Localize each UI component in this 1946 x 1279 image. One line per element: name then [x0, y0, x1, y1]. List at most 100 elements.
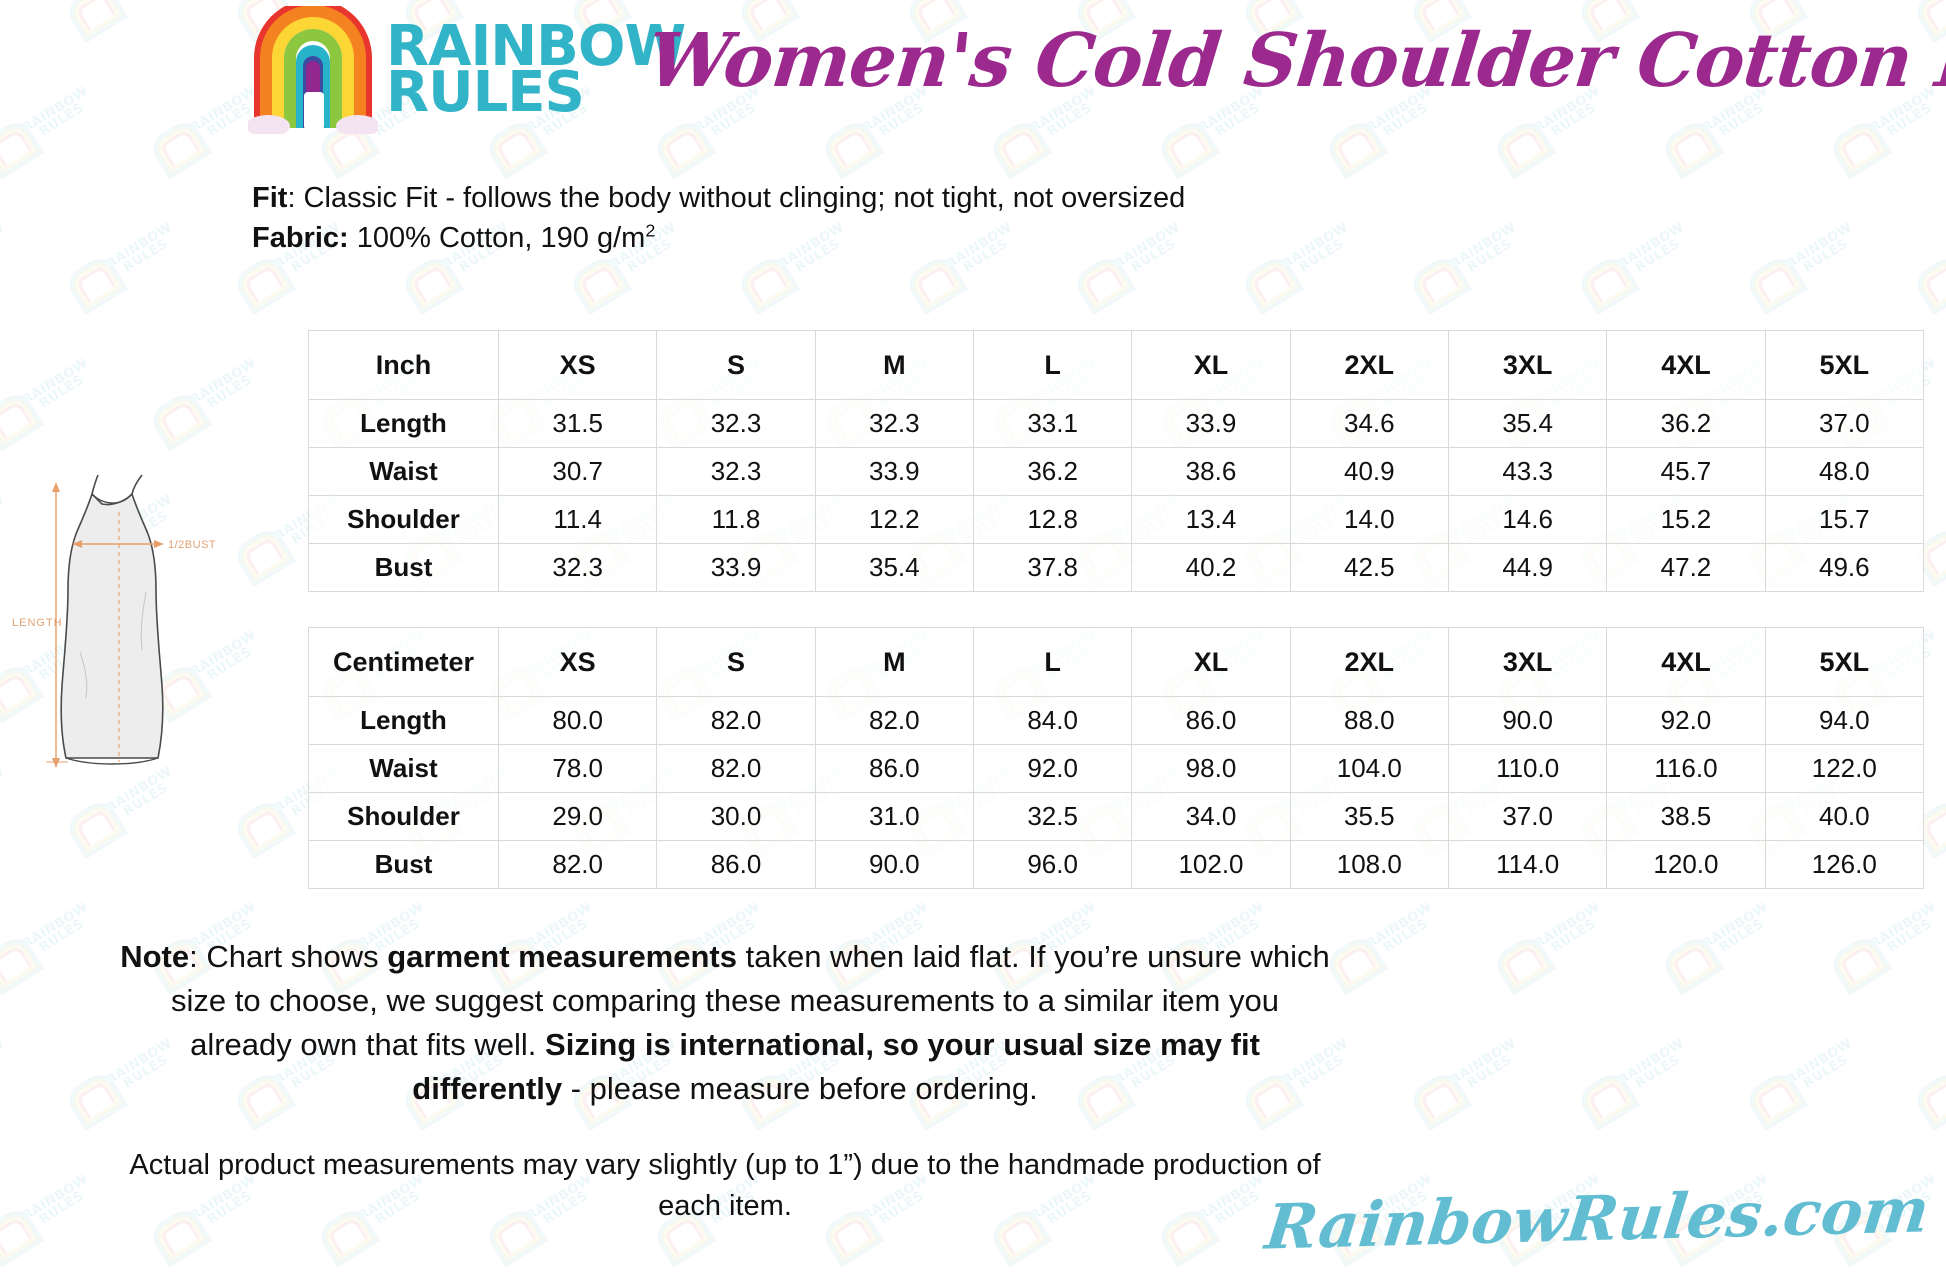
size-table-cm-head: Centimeter XS S M L XL 2XL 3XL 4XL 5XL [308, 627, 1925, 697]
table-row: Length 31.5 32.3 32.3 33.1 33.9 34.6 35.4 36.2 37… [308, 399, 1925, 448]
watermark-rainbow-icon [0, 1216, 32, 1255]
fabric-superscript: 2 [645, 220, 656, 241]
cell-length-4xl: 92.0 [1606, 696, 1766, 745]
size-header-l: L [972, 627, 1133, 697]
cell-shoulder-2xl: 35.5 [1289, 792, 1449, 841]
watermark-rainbow-icon [1923, 808, 1946, 847]
size-header-s: S [656, 627, 816, 697]
size-header-m: M [814, 330, 974, 400]
watermark-rainbow-icon [1587, 1080, 1628, 1119]
watermark-rainbow-icon [1587, 264, 1628, 303]
cell-bust-2xl: 108.0 [1289, 840, 1449, 889]
watermark-rainbow-icon [1671, 944, 1712, 983]
cell-length-xs: 80.0 [497, 696, 658, 745]
unit-header-cm: Centimeter [308, 627, 499, 697]
cell-shoulder-xs: 11.4 [497, 495, 658, 544]
cell-bust-5xl: 126.0 [1764, 840, 1925, 889]
cell-length-3xl: 35.4 [1447, 399, 1608, 448]
watermark-rainbow-icon [915, 264, 956, 303]
cell-length-5xl: 94.0 [1764, 696, 1925, 745]
cell-waist-4xl: 45.7 [1606, 447, 1766, 496]
table-row: Waist 30.7 32.3 33.9 36.2 38.6 40.9 43.3 45.7 48.… [308, 447, 1925, 496]
cell-shoulder-xl: 34.0 [1131, 792, 1291, 841]
table-header-row: Inch XS S M L XL 2XL 3XL 4XL 5XL [308, 330, 1925, 400]
cell-length-m: 82.0 [814, 696, 974, 745]
watermark-rainbow-icon [579, 264, 620, 303]
note-label: Note [120, 939, 190, 974]
brand-wordmark-line2: RULES [386, 60, 585, 125]
bust-label: 1/2BUST [168, 539, 216, 551]
table-row: Shoulder 29.0 30.0 31.0 32.5 34.0 35.5 37.0 38.5… [308, 792, 1925, 841]
bust-dimension [72, 540, 164, 548]
cell-waist-5xl: 122.0 [1764, 744, 1925, 793]
cell-waist-3xl: 110.0 [1447, 744, 1608, 793]
cell-waist-5xl: 48.0 [1764, 447, 1925, 496]
dress-outline [60, 474, 164, 765]
size-header-xl: XL [1131, 330, 1291, 400]
measure-label-length: Length [308, 696, 499, 745]
watermark-rainbow-icon [1419, 1080, 1460, 1119]
cell-shoulder-xs: 29.0 [497, 792, 658, 841]
watermark-rainbow-icon [1923, 1080, 1946, 1119]
brand-wordmark-line1: RAINBOW [386, 14, 686, 80]
cell-shoulder-2xl: 14.0 [1289, 495, 1449, 544]
watermark-rainbow-icon [1755, 1080, 1796, 1119]
size-header-5xl: 5XL [1764, 330, 1925, 400]
cell-length-3xl: 90.0 [1447, 696, 1608, 745]
cell-shoulder-3xl: 37.0 [1447, 792, 1608, 841]
measure-label-waist: Waist [308, 744, 499, 793]
cell-shoulder-s: 11.8 [656, 495, 816, 544]
cell-bust-xl: 102.0 [1131, 840, 1291, 889]
cell-shoulder-3xl: 14.6 [1447, 495, 1608, 544]
cell-length-2xl: 88.0 [1289, 696, 1449, 745]
size-table-cm: Centimeter XS S M L XL 2XL 3XL 4XL 5XL Length 80.0… [308, 627, 1925, 889]
cell-waist-l: 92.0 [972, 744, 1133, 793]
cell-bust-3xl: 44.9 [1447, 543, 1608, 592]
cell-shoulder-5xl: 15.7 [1764, 495, 1925, 544]
table-row: Waist 78.0 82.0 86.0 92.0 98.0 104.0 110.0 116.0… [308, 744, 1925, 793]
size-table-inch-body: Length 31.5 32.3 32.3 33.1 33.9 34.6 35.4 36.2 37… [308, 399, 1925, 592]
cell-waist-l: 36.2 [972, 447, 1133, 496]
size-table-inch: Inch XS S M L XL 2XL 3XL 4XL 5XL Length 31.5 32.3 32… [308, 330, 1925, 592]
table-row: Shoulder 11.4 11.8 12.2 12.8 13.4 14.0 14.6 15.2… [308, 495, 1925, 544]
size-table-inch-head: Inch XS S M L XL 2XL 3XL 4XL 5XL [308, 330, 1925, 400]
watermark-rainbow-icon [75, 808, 116, 847]
cell-bust-l: 96.0 [972, 840, 1133, 889]
cell-shoulder-l: 12.8 [972, 495, 1133, 544]
cell-waist-m: 33.9 [814, 447, 974, 496]
size-header-5xl: 5XL [1764, 627, 1925, 697]
size-header-4xl: 4XL [1606, 330, 1766, 400]
watermark-rainbow-icon [75, 264, 116, 303]
watermark-rainbow-icon [1335, 944, 1376, 983]
length-label: LENGTH [12, 617, 63, 629]
size-header-xs: XS [497, 330, 658, 400]
size-header-2xl: 2XL [1289, 330, 1449, 400]
fit-label: Fit [252, 182, 288, 214]
brand-wordmark: RAINBOW RULES [386, 14, 686, 125]
cell-waist-3xl: 43.3 [1447, 447, 1608, 496]
watermark-rainbow-icon [1251, 264, 1292, 303]
cell-length-m: 32.3 [814, 399, 974, 448]
size-header-3xl: 3XL [1447, 330, 1608, 400]
size-header-xl: XL [1131, 627, 1291, 697]
unit-header-inch: Inch [308, 330, 499, 400]
cell-length-5xl: 37.0 [1764, 399, 1925, 448]
